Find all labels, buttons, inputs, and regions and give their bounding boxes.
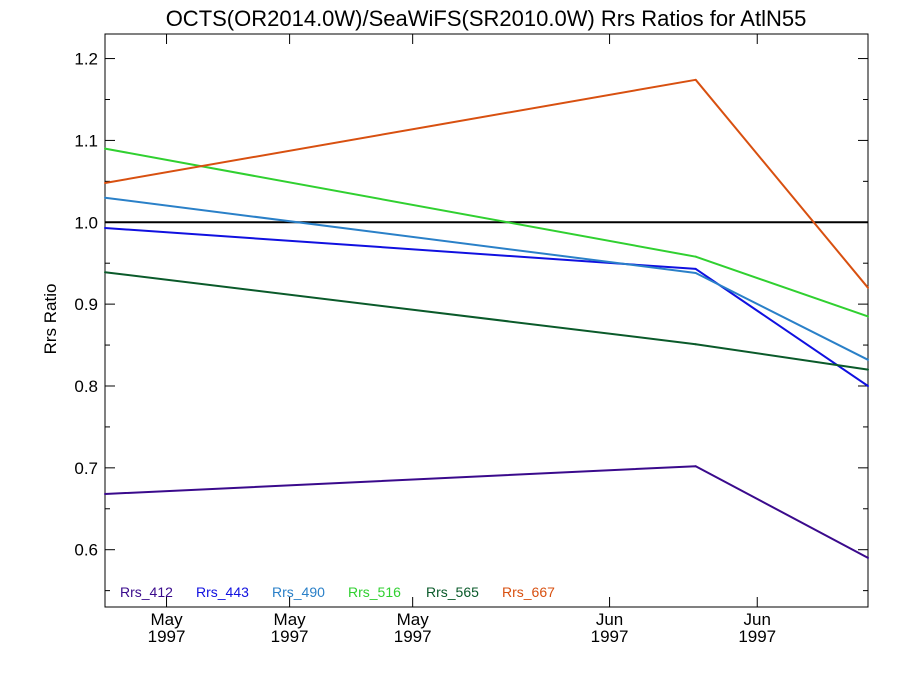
data-point <box>694 78 697 81</box>
y-tick-label: 1.0 <box>74 213 98 232</box>
plot-frame <box>104 33 869 608</box>
data-point <box>867 286 869 289</box>
y-tick-label: 1.2 <box>74 50 98 69</box>
data-point <box>867 384 869 387</box>
series-line-rrs-443 <box>104 227 869 387</box>
y-tick-label: 0.9 <box>74 295 98 314</box>
data-point <box>694 272 697 275</box>
chart-title: OCTS(OR2014.0W)/SeaWiFS(SR2010.0W) Rrs R… <box>166 6 807 31</box>
legend-entry: Rrs_490 <box>272 584 325 600</box>
x-tick-label-year: 1997 <box>148 627 186 646</box>
data-point <box>104 196 106 199</box>
x-tick-label-year: 1997 <box>394 627 432 646</box>
x-tick-label-year: 1997 <box>591 627 629 646</box>
plot-area: 0.60.70.80.91.01.11.2May1997May1997May19… <box>74 33 869 646</box>
y-axis-label: Rrs Ratio <box>41 284 60 355</box>
series-line-rrs-516 <box>104 147 869 318</box>
series-line-rrs-565 <box>104 271 869 371</box>
x-tick-label-month: Jun <box>596 610 623 629</box>
x-tick-label-month: May <box>150 610 183 629</box>
data-point <box>104 271 106 274</box>
x-tick-label-month: Jun <box>744 610 771 629</box>
legend-entry: Rrs_667 <box>502 584 555 600</box>
series-line-rrs-667 <box>104 78 869 289</box>
y-tick-label: 0.8 <box>74 377 98 396</box>
legend-entry: Rrs_443 <box>196 584 249 600</box>
data-point <box>694 465 697 468</box>
data-point <box>867 368 869 371</box>
data-point <box>104 493 106 496</box>
data-point <box>867 358 869 361</box>
data-point <box>694 255 697 258</box>
x-tick-label-month: May <box>397 610 430 629</box>
y-tick-label: 0.6 <box>74 541 98 560</box>
data-point <box>694 267 697 270</box>
legend-entry: Rrs_516 <box>348 584 401 600</box>
y-tick-label: 0.7 <box>74 459 98 478</box>
legend-entry: Rrs_412 <box>120 584 173 600</box>
x-tick-label-year: 1997 <box>738 627 776 646</box>
data-point <box>867 556 869 559</box>
y-tick-label: 1.1 <box>74 131 98 150</box>
data-point <box>104 147 106 150</box>
data-point <box>867 315 869 318</box>
series-line-rrs-412 <box>104 465 869 559</box>
data-point <box>104 181 106 184</box>
data-point <box>694 343 697 346</box>
data-point <box>104 227 106 230</box>
legend-entry: Rrs_565 <box>426 584 479 600</box>
x-tick-label-month: May <box>274 610 307 629</box>
x-tick-label-year: 1997 <box>271 627 309 646</box>
